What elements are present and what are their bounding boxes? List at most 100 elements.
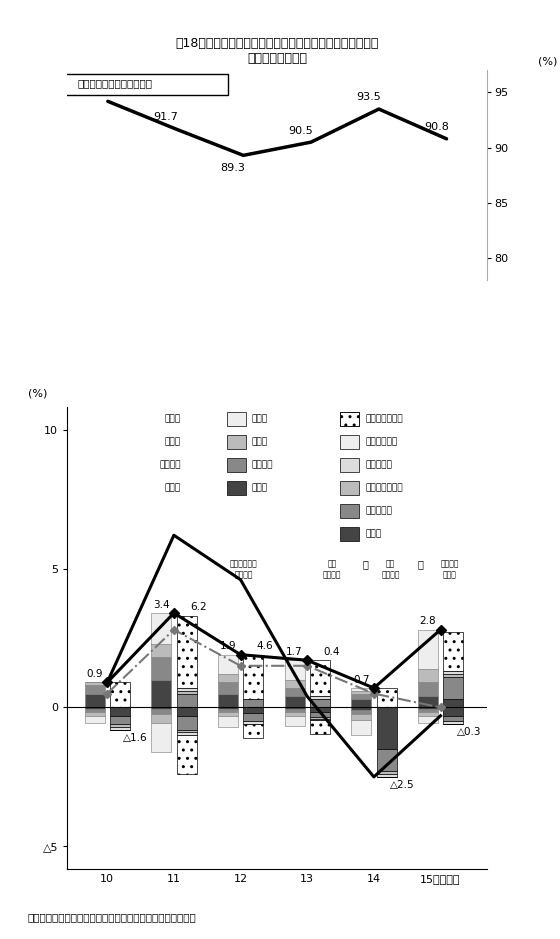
Bar [310,720,330,734]
Bar [243,707,263,713]
Text: その他: その他 [165,414,180,423]
Bar [418,716,438,723]
Text: （注）棒グラフの数値は、各年度の対前年度増減率である。: （注）棒グラフの数値は、各年度の対前年度増減率である。 [28,912,197,922]
Bar [376,749,396,771]
Bar [310,700,330,707]
Bar [310,717,330,718]
Bar [351,688,371,691]
Text: 90.5: 90.5 [288,126,313,135]
Bar [351,715,371,720]
Bar [443,677,463,700]
Bar [243,654,263,700]
Bar [151,707,171,709]
Bar [85,683,105,685]
Bar [151,657,171,680]
Bar [85,712,105,716]
Bar [310,697,330,700]
Bar [418,669,438,683]
Text: 人件費: 人件費 [252,484,268,493]
Bar [284,688,305,697]
Bar [218,674,238,683]
Bar [176,707,197,716]
Text: △0.3: △0.3 [456,728,481,737]
Bar [351,694,371,700]
Text: ＋: ＋ [362,560,368,570]
Text: 臨時財政
対策債: 臨時財政 対策債 [440,560,459,579]
Bar [151,680,171,707]
Y-axis label: (%): (%) [28,388,48,398]
Text: 人件費: 人件費 [165,484,180,493]
Bar [176,732,197,735]
Bar [176,688,197,691]
Bar [85,707,105,709]
Bar [351,691,371,694]
Bar [85,685,105,694]
Bar [243,724,263,738]
Text: 経常経費充当
一般財源: 経常経費充当 一般財源 [230,560,258,579]
Text: 94.2: 94.2 [85,85,110,95]
Bar [376,774,396,777]
Bar [443,707,463,716]
Text: 4.6: 4.6 [256,641,273,652]
Bar [418,707,438,709]
Bar [351,710,371,715]
Bar [110,727,130,730]
Text: 経常
一般財源: 経常 一般財源 [323,560,341,579]
Bar [284,660,305,680]
Text: (%): (%) [538,56,557,67]
Bar [351,707,371,710]
Bar [284,716,305,726]
Bar [443,721,463,724]
Bar [176,616,197,688]
Bar [110,716,130,724]
Bar [340,528,359,541]
Bar [340,412,359,426]
Text: 6.2: 6.2 [190,603,207,612]
Bar [176,694,197,707]
Text: 地方税: 地方税 [366,530,381,539]
Bar [351,700,371,707]
Text: △1.6: △1.6 [123,733,148,743]
Bar [218,712,238,716]
Text: △2.5: △2.5 [390,780,414,791]
Bar [418,697,438,707]
Bar [176,716,197,730]
Bar [376,707,396,749]
Bar [176,691,197,694]
Text: 公債費: 公債費 [252,438,268,447]
Bar [418,709,438,712]
Bar [227,458,246,472]
Bar [376,771,396,774]
Text: 補助費等: 補助費等 [159,461,180,470]
Title: 第18図　経常収支比率を構成する分子及び分母の増減状況
その２　都道府県: 第18図 経常収支比率を構成する分子及び分母の増減状況 その２ 都道府県 [175,38,379,65]
Bar [85,709,105,712]
Bar [443,671,463,674]
Bar [284,680,305,688]
Bar [340,435,359,449]
FancyBboxPatch shape [65,74,228,95]
Bar [340,412,359,426]
Text: 減税
補てん債: 減税 補てん債 [381,560,400,579]
Bar [218,707,238,709]
Bar [243,700,263,707]
Bar [284,707,305,709]
Text: 93.5: 93.5 [356,92,381,102]
Bar [310,707,330,712]
Text: 地方特例交付金: 地方特例交付金 [366,484,403,493]
Bar [443,716,463,721]
Text: 1.7: 1.7 [286,647,303,657]
Bar [110,724,130,727]
Bar [85,694,105,707]
Bar [218,716,238,727]
Bar [418,712,438,716]
Bar [151,709,171,715]
Bar [176,735,197,774]
Text: 2.8: 2.8 [419,616,436,626]
Text: その他: その他 [252,414,268,423]
Bar [227,481,246,495]
Bar [218,683,238,694]
Bar [284,709,305,712]
Text: 経常収支比率（右目盛）％: 経常収支比率（右目盛）％ [77,79,152,88]
Bar [151,643,171,657]
Bar [340,481,359,495]
